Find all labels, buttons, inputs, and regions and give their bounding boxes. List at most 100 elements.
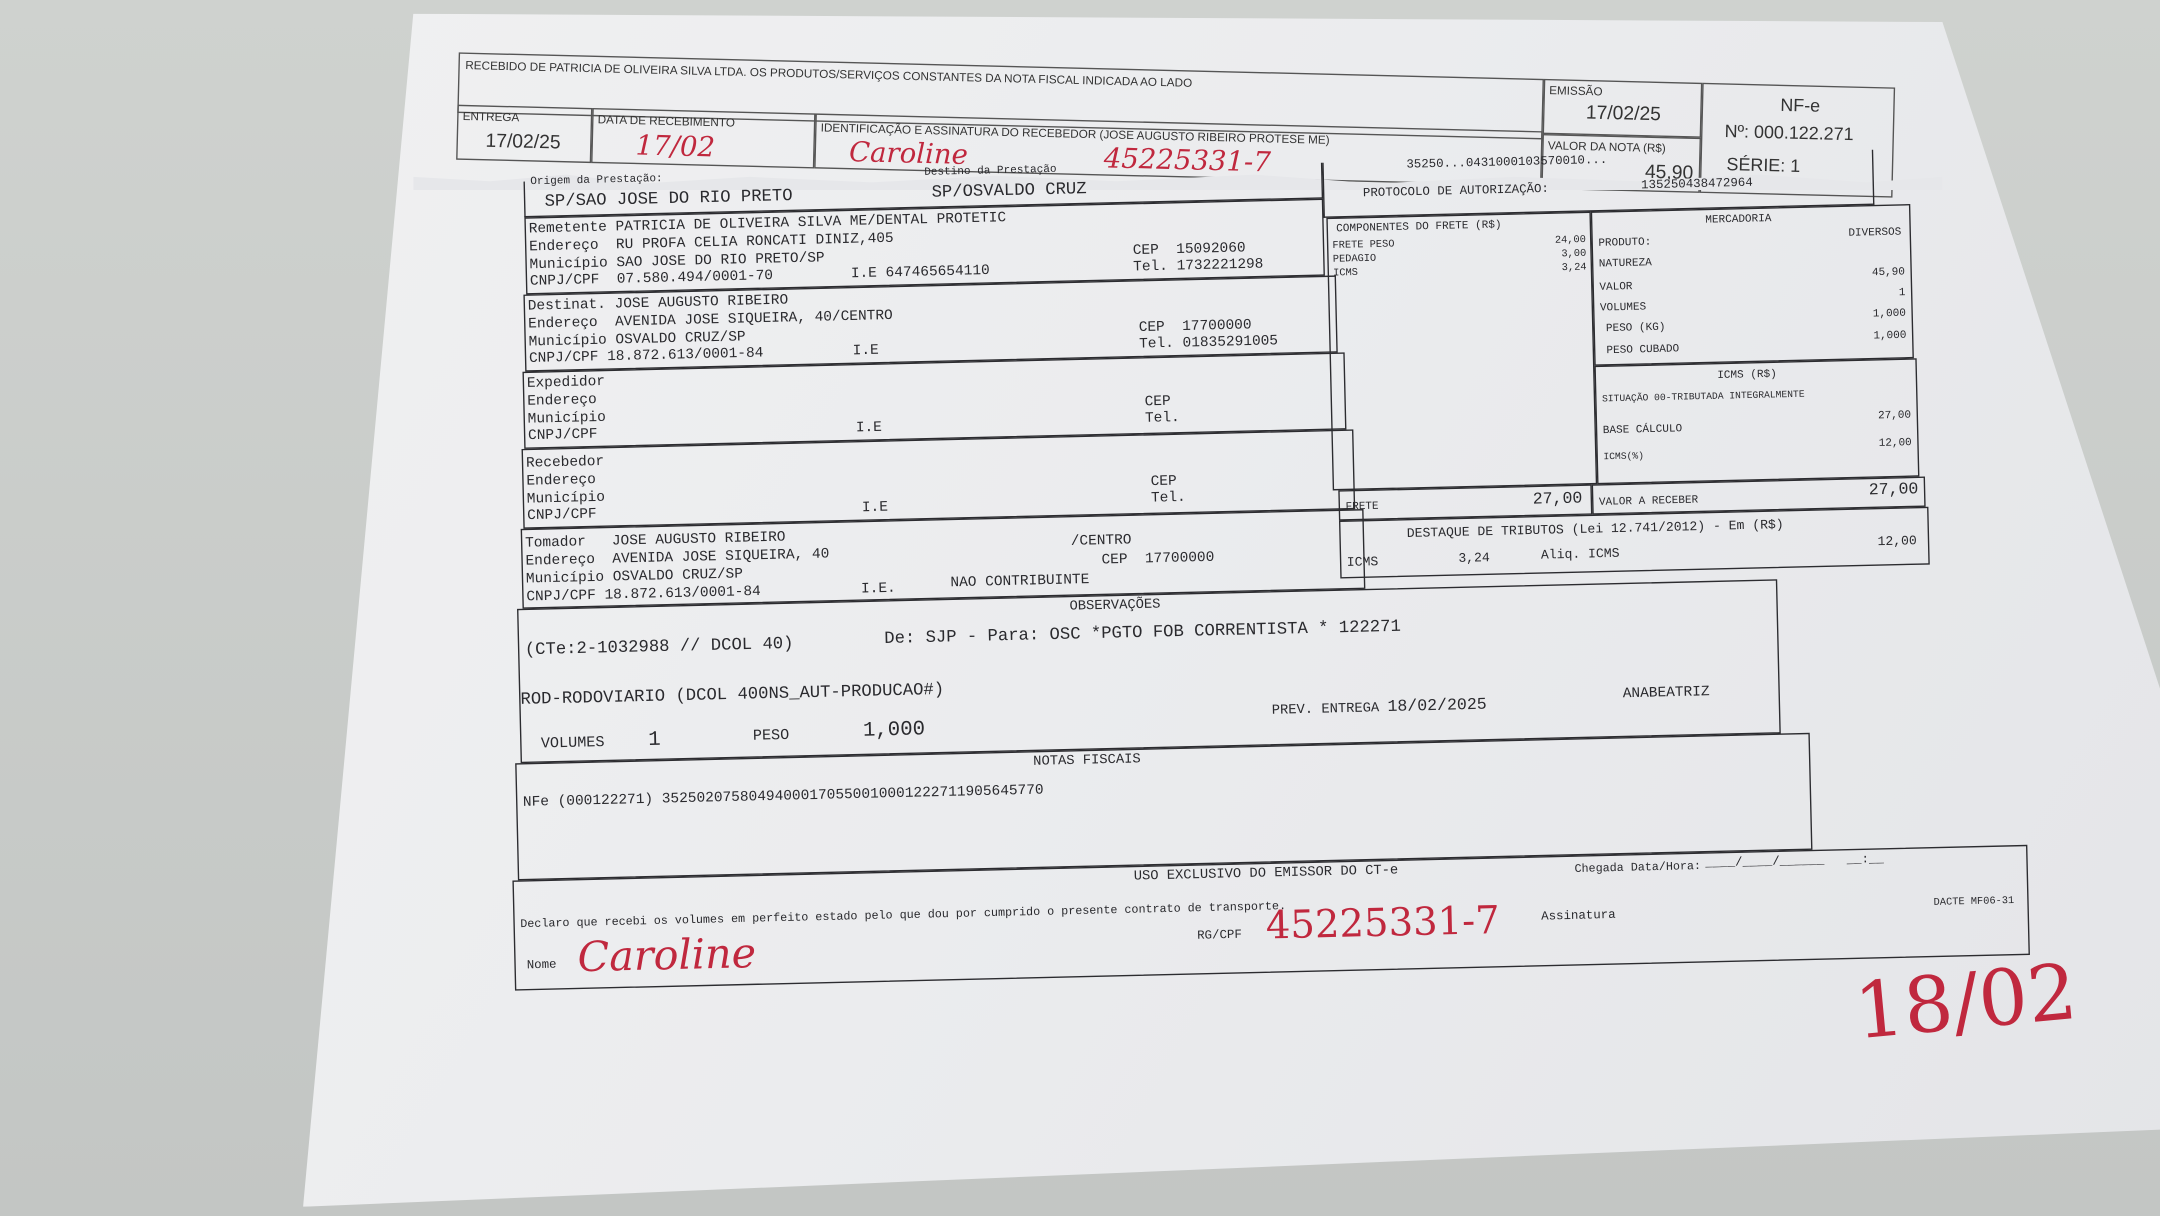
destinatario-municipio-label: Município bbox=[528, 332, 607, 351]
componentes-title: COMPONENTES DO FRETE (R$) bbox=[1336, 219, 1502, 236]
recebedor-cep-label: CEP bbox=[1150, 473, 1177, 491]
destinatario-tel-label: Tel. bbox=[1138, 335, 1175, 354]
handwritten-date: 18/02 bbox=[1850, 947, 2081, 1058]
obs-peso-label: PESO bbox=[752, 727, 790, 746]
natureza-label: NATUREZA bbox=[1598, 256, 1652, 271]
remetente-tel: 1732221298 bbox=[1176, 256, 1264, 276]
obs-volumes-value: 1 bbox=[647, 728, 661, 752]
expedidor-cnpj-label: CNPJ/CPF bbox=[527, 426, 598, 445]
destaque-title: DESTAQUE DE TRIBUTOS (Lei 12.741/2012) -… bbox=[1406, 517, 1784, 542]
valor-receber-label: VALOR A RECEBER bbox=[1598, 494, 1699, 509]
produto-label: PRODUTO: bbox=[1598, 236, 1652, 250]
handwritten-name: Caroline bbox=[577, 929, 757, 983]
observacoes-line1b: De: SJP - Para: OSC *PGTO FOB CORRENTIST… bbox=[884, 617, 1402, 649]
recebedor-label: Recebedor bbox=[525, 453, 605, 473]
mercadoria-title: MERCADORIA bbox=[1705, 212, 1772, 227]
peso-value: 1,000 bbox=[1872, 307, 1907, 321]
peso-label: PESO (KG) bbox=[1605, 321, 1666, 336]
valor-receber-value: 27,00 bbox=[1868, 479, 1919, 500]
destaque-icms-label: ICMS bbox=[1346, 554, 1379, 571]
produto-value: DIVERSOS bbox=[1848, 226, 1902, 240]
nome-label: Nome bbox=[526, 957, 557, 973]
destino-label: Destino da Prestação bbox=[924, 163, 1057, 180]
destinatario-ie-label: I.E bbox=[852, 342, 879, 360]
expedidor-label: Expedidor bbox=[526, 373, 606, 393]
expedidor-cep-label: CEP bbox=[1144, 393, 1171, 411]
icms-aliq-value: 12,00 bbox=[1878, 436, 1912, 451]
emissao-label: EMISSÃO bbox=[1549, 83, 1603, 99]
base-calculo-value: 27,00 bbox=[1877, 409, 1912, 423]
remetente-ie: 647465654110 bbox=[885, 262, 990, 282]
componentes-list: FRETE PESO 24,00 PEDAGIO 3,00 ICMS 3,24 bbox=[1332, 235, 1586, 282]
tomador-ie: NAO CONTRIBUINTE bbox=[950, 572, 1090, 592]
origem-value: SP/SAO JOSE DO RIO PRETO bbox=[544, 186, 793, 212]
recebedor-cnpj-label: CNPJ/CPF bbox=[527, 506, 597, 525]
dacte-code: DACTE MF06-31 bbox=[1933, 896, 2015, 909]
componente-value: 24,00 bbox=[1554, 235, 1587, 247]
volumes-label: VOLUMES bbox=[1599, 301, 1647, 315]
tomador-cep-label: CEP bbox=[1101, 551, 1128, 569]
assinatura-label: Assinatura bbox=[1541, 908, 1616, 924]
tomador-endereco: AVENIDA JOSE SIQUEIRA, 40 bbox=[612, 546, 830, 569]
icms-situacao: SITUAÇÃO 00-TRIBUTADA INTEGRALMENTE bbox=[1601, 389, 1805, 406]
tomador-cep: 17700000 bbox=[1144, 549, 1215, 568]
destinatario-label: Destinat. bbox=[527, 296, 607, 316]
tomador-cnpj-label: CNPJ/CPF bbox=[526, 587, 597, 606]
valor-label: VALOR bbox=[1599, 280, 1633, 295]
destaque-aliq-value: 12,00 bbox=[1877, 533, 1918, 550]
handwritten-date-stub: 17/02 bbox=[635, 128, 716, 164]
tomador-municipio: OSVALDO CRUZ/SP bbox=[612, 566, 744, 586]
destinatario-cep-label: CEP bbox=[1138, 319, 1165, 337]
remetente-endereco-label: Endereço bbox=[528, 237, 599, 256]
componente-value: 3,00 bbox=[1561, 248, 1587, 261]
protocolo-value: 135250438472964 bbox=[1640, 176, 1753, 193]
expedidor-tel-label: Tel. bbox=[1144, 410, 1180, 428]
dacte-form: Origem da Prestação: Destino da Prestaçã… bbox=[512, 147, 2081, 1058]
data-recebimento-label: DATA DE RECEBIMENTO bbox=[597, 112, 736, 130]
remetente-municipio-label: Município bbox=[529, 255, 608, 274]
peso-cubado-value: 1,000 bbox=[1873, 329, 1907, 343]
notas-line: NFe (000122271) 352502075804940001705500… bbox=[522, 782, 1044, 812]
peso-cubado-label: PESO CUBADO bbox=[1606, 343, 1680, 358]
icms-block: ICMS (R$) SITUAÇÃO 00-TRIBUTADA INTEGRAL… bbox=[1594, 358, 1920, 485]
declaro-text: Declaro que recebi os volumes em perfeit… bbox=[520, 899, 1287, 932]
chegada-field[interactable]: ____/____/______ __:__ bbox=[1705, 852, 1885, 871]
recebedor-ie-label: I.E bbox=[861, 499, 889, 517]
recebedor-endereco-label: Endereço bbox=[526, 472, 597, 491]
remetente-cep-label: CEP bbox=[1132, 242, 1160, 260]
tomador-label: Tomador bbox=[524, 534, 587, 553]
componente-label: FRETE PESO bbox=[1332, 239, 1395, 253]
valor-value: 45,90 bbox=[1871, 266, 1906, 280]
notas-title: NOTAS FISCAIS bbox=[1033, 752, 1141, 771]
observacoes-block: OBSERVAÇÕES (CTe:2-1032988 // DCOL 40) D… bbox=[517, 579, 1781, 764]
destaque-icms-value: 3,24 bbox=[1458, 550, 1490, 567]
tomador-ie-label: I.E. bbox=[860, 580, 896, 599]
observacoes-line1: (CTe:2-1032988 // DCOL 40) bbox=[524, 634, 794, 660]
tomador-endereco-label: Endereço bbox=[525, 551, 596, 571]
handwritten-signature-stub: Caroline bbox=[848, 134, 969, 171]
uso-title: USO EXCLUSIVO DO EMISSOR DO CT-e bbox=[1133, 863, 1399, 886]
prev-entrega-label: PREV. ENTREGA bbox=[1271, 701, 1380, 720]
observacoes-title: OBSERVAÇÕES bbox=[1069, 597, 1161, 616]
destaque-aliq-label: Aliq. ICMS bbox=[1540, 545, 1620, 563]
tomador-bairro: /CENTRO bbox=[1070, 532, 1132, 551]
icms-aliq-label: ICMS(%) bbox=[1603, 451, 1645, 464]
obs-volumes-label: VOLUMES bbox=[540, 735, 605, 754]
prev-entrega-value: 18/02/2025 bbox=[1387, 694, 1487, 717]
volumes-value: 1 bbox=[1898, 286, 1906, 300]
recebedor-municipio-label: Município bbox=[526, 489, 606, 509]
operador: ANABEATRIZ bbox=[1622, 684, 1710, 703]
entrega-label: ENTREGA bbox=[462, 108, 520, 125]
base-calculo-label: BASE CÁLCULO bbox=[1602, 422, 1683, 438]
remetente-ie-label: I.E bbox=[850, 265, 878, 283]
rg-label: RG/CPF bbox=[1197, 928, 1242, 943]
destinatario-tel: 01835291005 bbox=[1182, 333, 1279, 353]
remetente-cnpj-label: CNPJ/CPF bbox=[529, 272, 600, 291]
icms-title: ICMS (R$) bbox=[1717, 368, 1777, 383]
expedidor-municipio-label: Município bbox=[527, 409, 607, 429]
expedidor-ie-label: I.E bbox=[855, 419, 883, 437]
componente-label: ICMS bbox=[1333, 268, 1359, 280]
remetente-tel-label: Tel. bbox=[1133, 258, 1169, 277]
emissao-value: 17/02/25 bbox=[1585, 100, 1662, 125]
